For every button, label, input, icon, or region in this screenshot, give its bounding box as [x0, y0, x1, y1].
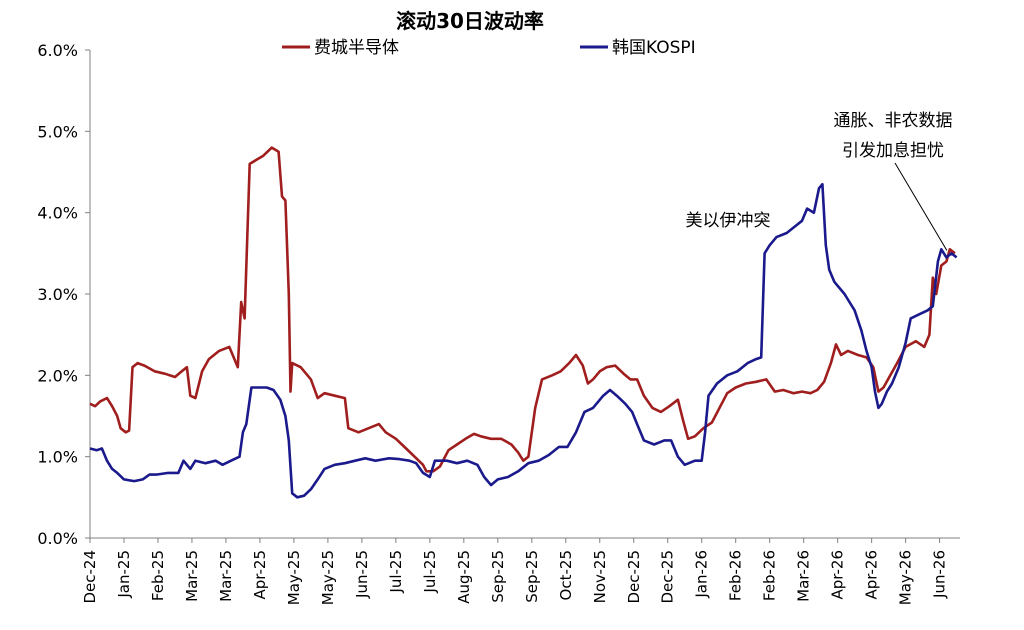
legend: 费城半导体 韩国KOSPI: [282, 38, 696, 58]
x-tick-label: Feb-25: [149, 550, 167, 601]
x-tick-label: Feb-26: [761, 550, 779, 601]
x-tick-label: May-25: [285, 550, 303, 605]
y-tick-label: 6.0%: [37, 41, 78, 60]
x-tick-label: Dec-24: [81, 550, 99, 604]
x-tick-label: Mar-26: [795, 550, 813, 602]
x-tick-label: Sep-25: [523, 550, 541, 603]
annotation-conflict: 美以伊冲突: [686, 211, 771, 231]
x-tick-label: Jan-25: [115, 550, 133, 599]
y-tick-label: 0.0%: [37, 529, 78, 548]
y-tick-label: 1.0%: [37, 448, 78, 467]
x-tick-label: Nov-25: [591, 550, 609, 603]
x-tick-label: Jul-25: [387, 550, 405, 594]
x-tick-label: Mar-25: [217, 550, 235, 602]
series-line-0: [89, 146, 956, 473]
x-tick-label: Apr-25: [251, 550, 269, 600]
x-tick-label: May-26: [897, 550, 915, 605]
annotation-inflation-line: 引发加息担忧: [842, 141, 944, 161]
chart-title: 滚动30日波动率: [396, 9, 544, 33]
x-tick-label: Dec-25: [625, 550, 643, 604]
legend-label-kospi: 韩国KOSPI: [612, 38, 696, 58]
annotation-leader-line: [894, 162, 948, 251]
x-tick-label: Dec-25: [659, 550, 677, 604]
x-tick-label: Mar-25: [183, 550, 201, 602]
y-tick-label: 2.0%: [37, 366, 78, 385]
x-tick-label: Jun-26: [931, 550, 949, 599]
x-tick-label: Jun-25: [353, 550, 371, 599]
legend-label-sox: 费城半导体: [314, 38, 399, 58]
x-tick-label: Feb-26: [727, 550, 745, 601]
series-layer: [89, 146, 958, 499]
x-tick-label: Sep-25: [489, 550, 507, 603]
x-tick-label: May-25: [319, 550, 337, 605]
x-tick-label: Oct-25: [557, 550, 575, 600]
x-tick-label: Aug-25: [455, 550, 473, 604]
series-line-1: [89, 182, 958, 499]
y-tick-label: 4.0%: [37, 204, 78, 223]
y-tick-label: 3.0%: [37, 285, 78, 304]
x-axis: Dec-24 Jan-25 Feb-25 Mar-25 Mar-25 Apr-25 May-…: [81, 537, 960, 605]
x-tick-label: Apr-26: [863, 550, 881, 600]
x-tick-label: Jan-26: [693, 550, 711, 599]
x-tick-label: Jul-25: [421, 550, 439, 594]
y-axis: 0.0% 1.0% 2.0% 3.0% 4.0% 5.0% 6.0%: [37, 41, 91, 548]
x-tick-label: Apr-26: [829, 550, 847, 600]
annotation-inflation-line: 通胀、非农数据: [834, 111, 953, 131]
y-tick-label: 5.0%: [37, 122, 78, 141]
